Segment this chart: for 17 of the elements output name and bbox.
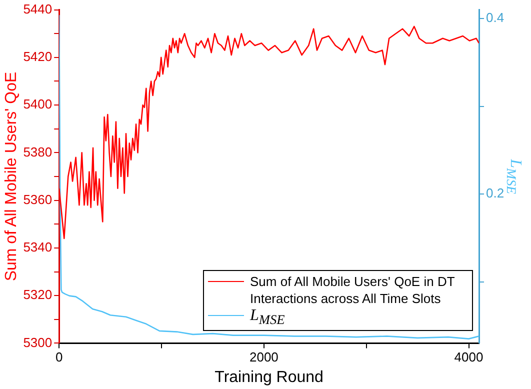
x-tick-label: 4000: [454, 350, 484, 365]
y-tick-label: 5420: [23, 49, 52, 64]
legend-label: L$_{MSE}$: [250, 307, 285, 328]
y-tick-label: 5340: [23, 240, 52, 255]
y2-tick-label: 0.4: [486, 10, 504, 26]
legend-label: Sum of All Mobile Users' QoE in DT Interactions across All Time Slots: [250, 273, 456, 308]
y-tick-label: 5400: [23, 96, 52, 112]
y-tick-label: 5380: [23, 144, 52, 160]
x-axis-title: Training Round: [214, 368, 324, 386]
y-tick-label: 5440: [23, 1, 52, 16]
x-tick-label: 2000: [249, 350, 278, 365]
x-tick-label: 0: [56, 350, 63, 365]
y-axis-title: Sum of All Mobile Users' QoE: [3, 72, 20, 282]
y-tick-label: 5300: [23, 334, 52, 350]
y2-tick-label: 0.2: [486, 186, 504, 201]
y-tick-label: 5320: [23, 287, 52, 302]
y-tick-label: 5360: [23, 192, 52, 207]
